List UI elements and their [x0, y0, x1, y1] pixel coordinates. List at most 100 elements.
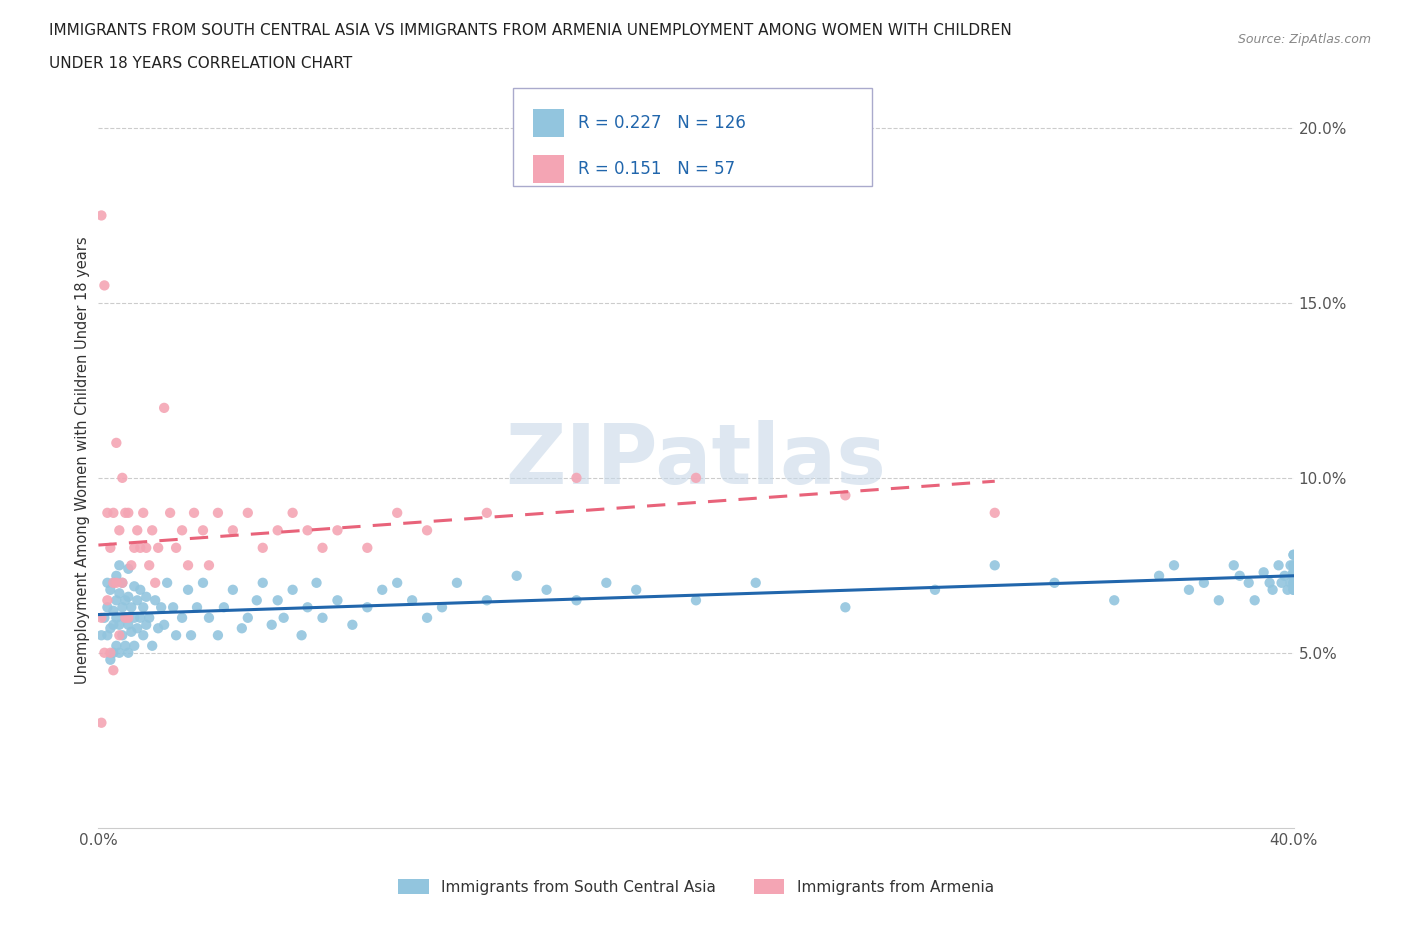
Point — [1277, 582, 1299, 597]
Point — [1223, 558, 1246, 573]
Point — [267, 523, 290, 538]
Point — [177, 558, 200, 573]
Point — [153, 401, 176, 416]
Point — [103, 576, 125, 591]
Point — [685, 592, 707, 607]
Point — [135, 540, 157, 555]
Point — [1282, 558, 1305, 573]
Point — [90, 715, 112, 730]
Point — [1282, 582, 1305, 597]
Point — [311, 610, 333, 625]
Point — [1282, 568, 1305, 583]
Point — [183, 505, 205, 520]
Point — [124, 540, 146, 555]
Point — [129, 610, 152, 625]
Point — [1282, 582, 1305, 597]
Point — [108, 558, 131, 573]
Point — [114, 638, 136, 653]
Point — [1237, 576, 1260, 591]
Point — [117, 618, 139, 632]
Point — [246, 592, 269, 607]
Point — [111, 628, 134, 643]
Point — [129, 582, 152, 597]
Point — [156, 576, 179, 591]
Point — [177, 582, 200, 597]
Point — [124, 610, 146, 625]
Point — [252, 576, 274, 591]
Point — [1279, 576, 1302, 591]
Point — [834, 488, 856, 503]
Point — [93, 645, 115, 660]
Point — [267, 592, 290, 607]
Point — [138, 610, 160, 625]
Point — [401, 592, 423, 607]
Point — [236, 610, 259, 625]
Point — [273, 610, 295, 625]
Point — [111, 576, 134, 591]
Point — [222, 582, 245, 597]
Text: R = 0.151   N = 57: R = 0.151 N = 57 — [578, 160, 735, 179]
Point — [96, 628, 118, 643]
Point — [108, 586, 131, 601]
Point — [1274, 568, 1296, 583]
Point — [281, 582, 304, 597]
Point — [105, 568, 128, 583]
Point — [117, 645, 139, 660]
Point — [103, 604, 125, 618]
Text: IMMIGRANTS FROM SOUTH CENTRAL ASIA VS IMMIGRANTS FROM ARMENIA UNEMPLOYMENT AMONG: IMMIGRANTS FROM SOUTH CENTRAL ASIA VS IM… — [49, 23, 1012, 38]
Point — [1229, 568, 1251, 583]
Point — [135, 618, 157, 632]
Point — [138, 558, 160, 573]
Point — [98, 621, 122, 636]
Text: Source: ZipAtlas.com: Source: ZipAtlas.com — [1237, 33, 1371, 46]
Text: R = 0.227   N = 126: R = 0.227 N = 126 — [578, 113, 745, 132]
Point — [127, 523, 149, 538]
Point — [191, 576, 214, 591]
Point — [105, 638, 128, 653]
Point — [132, 505, 155, 520]
Point — [1282, 576, 1305, 591]
Point — [96, 600, 118, 615]
Point — [111, 576, 134, 591]
Point — [834, 600, 856, 615]
Point — [124, 578, 146, 593]
Point — [96, 592, 118, 607]
Y-axis label: Unemployment Among Women with Children Under 18 years: Unemployment Among Women with Children U… — [75, 236, 90, 684]
Point — [1282, 568, 1305, 583]
Point — [111, 600, 134, 615]
Point — [1253, 565, 1275, 579]
Point — [172, 610, 194, 625]
Point — [105, 576, 128, 591]
Point — [1282, 565, 1305, 579]
Point — [1282, 565, 1305, 579]
Point — [103, 618, 125, 632]
Point — [1243, 592, 1265, 607]
Point — [297, 600, 319, 615]
Point — [90, 628, 112, 643]
Text: UNDER 18 YEARS CORRELATION CHART: UNDER 18 YEARS CORRELATION CHART — [49, 56, 353, 71]
Point — [297, 523, 319, 538]
Point — [207, 628, 229, 643]
Point — [1147, 568, 1170, 583]
Point — [371, 582, 394, 597]
Point — [117, 590, 139, 604]
Point — [108, 628, 131, 643]
Point — [114, 505, 136, 520]
Point — [924, 582, 946, 597]
Point — [1282, 576, 1305, 591]
Point — [745, 576, 768, 591]
Point — [172, 523, 194, 538]
Point — [1258, 576, 1281, 591]
Point — [1208, 592, 1230, 607]
Point — [98, 645, 122, 660]
Point — [143, 592, 166, 607]
Point — [198, 610, 221, 625]
Point — [105, 610, 128, 625]
Point — [1043, 576, 1066, 591]
Point — [222, 523, 245, 538]
Point — [595, 576, 617, 591]
Point — [207, 505, 229, 520]
Point — [159, 505, 181, 520]
Point — [132, 628, 155, 643]
Point — [132, 600, 155, 615]
